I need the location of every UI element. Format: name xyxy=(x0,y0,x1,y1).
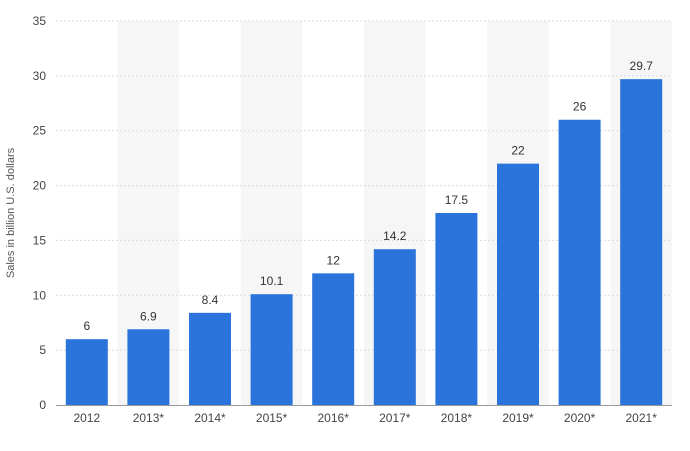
x-tick-label: 2015* xyxy=(256,411,288,425)
data-label: 26 xyxy=(573,100,587,114)
y-tick-label: 5 xyxy=(39,343,46,357)
y-tick-label: 25 xyxy=(33,124,47,138)
data-label: 14.2 xyxy=(383,229,407,243)
x-tick-label: 2017* xyxy=(379,411,411,425)
bar xyxy=(620,79,663,406)
data-label: 6.9 xyxy=(140,309,157,323)
y-tick-label: 15 xyxy=(33,233,47,247)
y-axis-label: Sales in billion U.S. dollars xyxy=(5,147,17,278)
bar xyxy=(312,273,355,405)
data-label: 29.7 xyxy=(630,59,654,73)
x-tick-label: 2020* xyxy=(564,411,596,425)
x-axis-ticks: 2012 2013* 2014* 2015* 2016* 2017* 2018* 2019* 2… xyxy=(73,411,657,425)
y-axis-ticks: 0 5 10 15 20 25 30 35 xyxy=(33,14,47,412)
y-tick-label: 30 xyxy=(33,69,47,83)
bar xyxy=(189,312,231,405)
x-tick-label: 2019* xyxy=(502,411,534,425)
x-tick-label: 2018* xyxy=(441,411,473,425)
x-tick-label: 2014* xyxy=(194,411,226,425)
x-tick-label: 2013* xyxy=(133,411,165,425)
x-tick-label: 2021* xyxy=(626,411,658,425)
data-label: 22 xyxy=(511,144,525,158)
bar xyxy=(497,163,539,405)
data-label: 10.1 xyxy=(260,274,284,288)
data-label: 6 xyxy=(83,319,90,333)
y-tick-label: 35 xyxy=(33,14,47,28)
data-label: 8.4 xyxy=(202,293,219,307)
x-tick-label: 2012 xyxy=(73,411,100,425)
bars xyxy=(65,79,663,406)
y-tick-label: 10 xyxy=(33,288,47,302)
bar xyxy=(435,213,478,405)
x-tick-label: 2016* xyxy=(318,411,350,425)
bar xyxy=(250,294,293,405)
bar xyxy=(558,119,601,405)
y-tick-label: 20 xyxy=(33,179,47,193)
data-label: 17.5 xyxy=(445,193,469,207)
bar xyxy=(373,249,416,405)
bar xyxy=(127,329,170,405)
data-labels: 6 6.9 8.4 10.1 12 14.2 17.5 22 26 29.7 xyxy=(83,59,653,333)
y-tick-label: 0 xyxy=(39,398,46,412)
data-label: 12 xyxy=(327,253,341,267)
bar xyxy=(65,339,108,405)
